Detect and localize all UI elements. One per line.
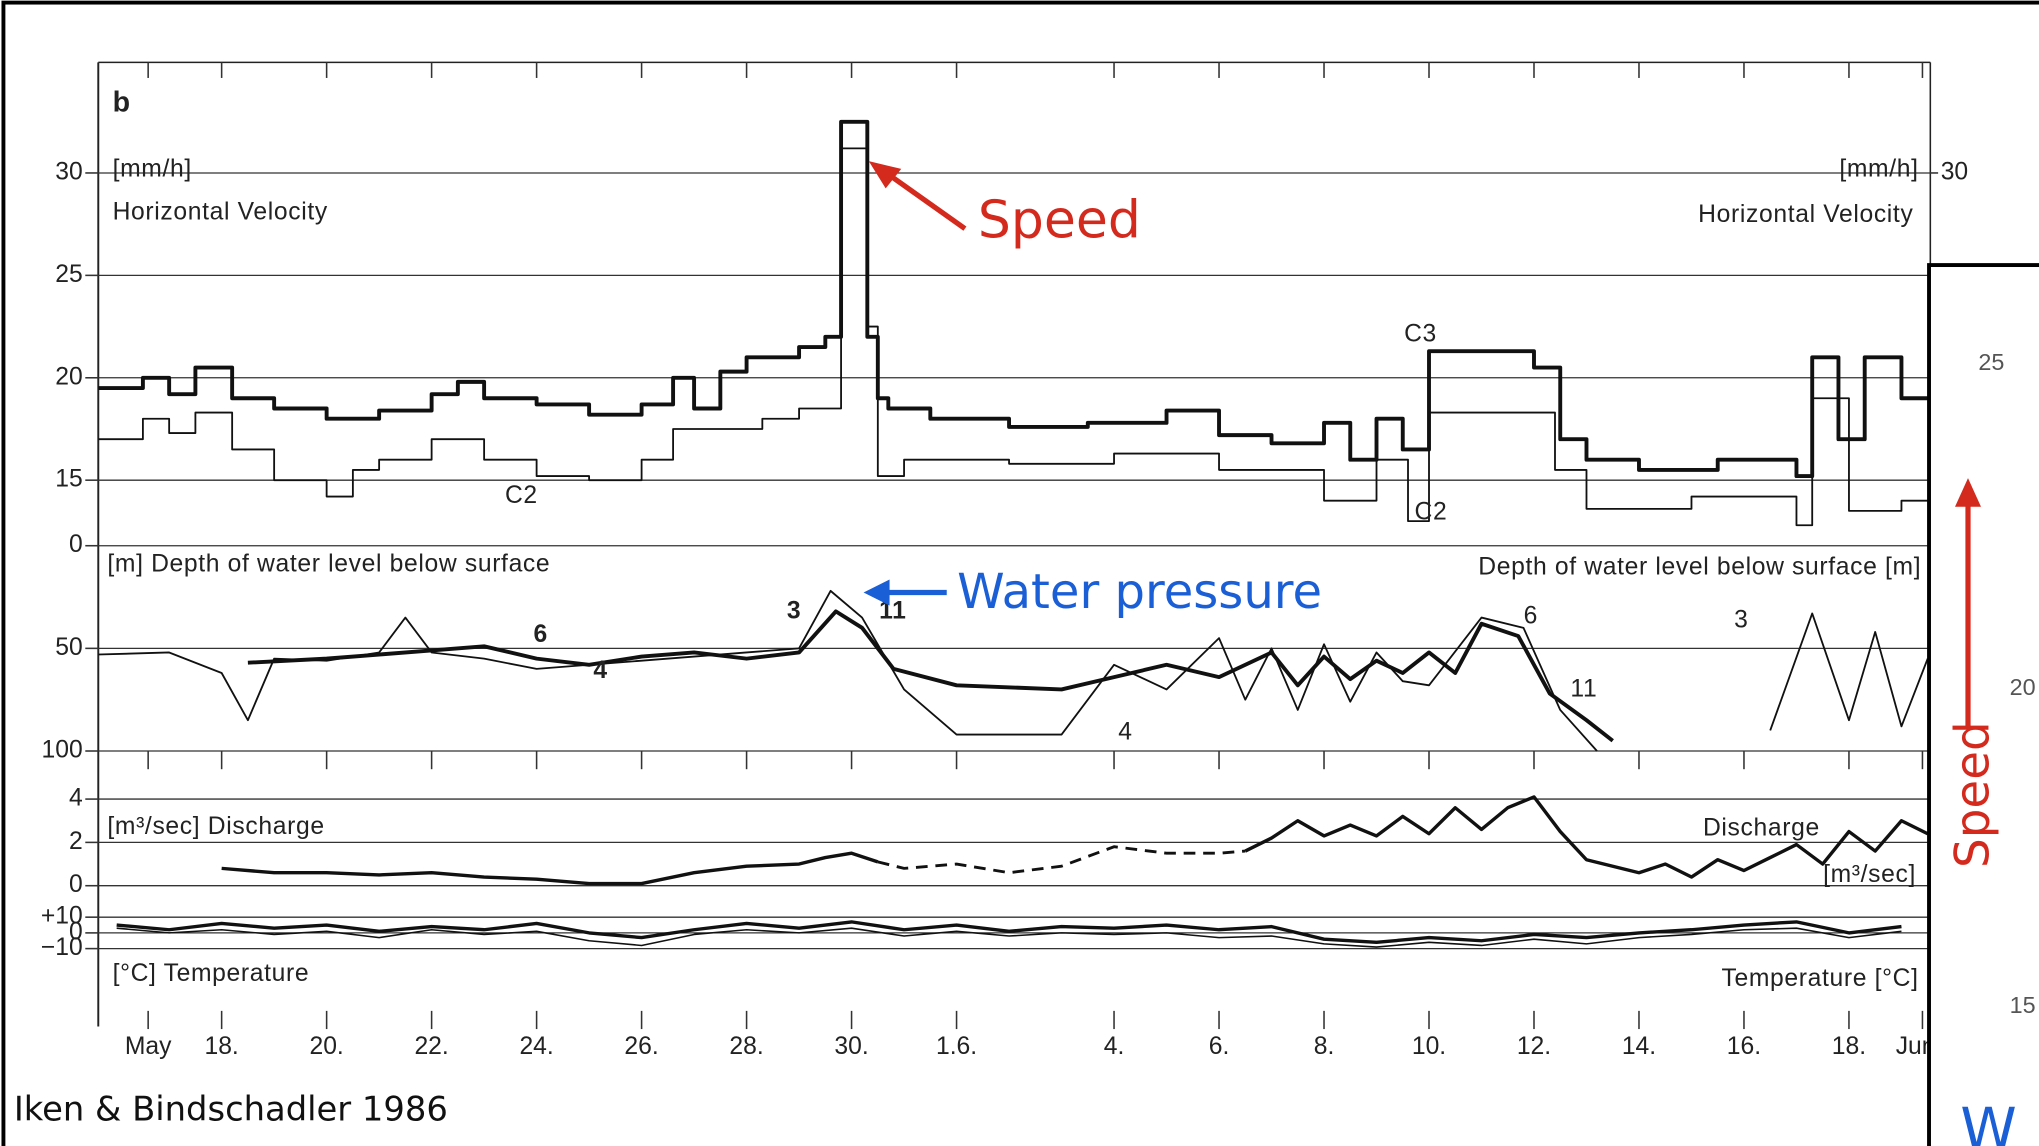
inset-frame (1927, 263, 2039, 1146)
axis-label: [m³/sec] Discharge (107, 813, 324, 840)
x-tick-label: 18. (204, 1033, 238, 1060)
curve-label: 3 (1734, 607, 1748, 634)
inset-tick: 15 (2010, 992, 2036, 1018)
figure: May 18. 20. 22. 24. 26. 28. 30. 1.6. 4. 6. 8. 10. 12.… (41, 61, 1968, 1060)
data-line (98, 147, 1932, 527)
curve-label: C2 (1414, 499, 1447, 526)
y-tick-label: 4 (69, 785, 83, 812)
axis-label: [°C] Temperature (113, 960, 310, 987)
y-tick-label: +10 (41, 903, 83, 930)
y-tick-label: 30 (55, 158, 82, 185)
y-tick-label: 0 (69, 871, 83, 898)
data-line (221, 851, 879, 886)
unit-label: [mm/h] (113, 156, 192, 183)
curve-label: 6 (534, 621, 548, 648)
x-tick-label: 30. (834, 1033, 868, 1060)
inset-panel: 25 20 15 Speed W (1927, 263, 2039, 1146)
curve-label: C3 (1404, 321, 1437, 348)
y-tick-label: 20 (55, 363, 82, 390)
y-tick-label: 0 (69, 531, 83, 558)
caption: Iken & Bindschadler 1986 (14, 1089, 448, 1128)
curve-label: C2 (505, 482, 538, 509)
unit-label: [mm/h] (1839, 156, 1918, 183)
axis-label: Horizontal Velocity (113, 199, 328, 226)
arrow-head (868, 161, 902, 189)
inset-tick: 25 (1978, 349, 2004, 375)
inset-label: Speed (1946, 721, 2000, 868)
annotation: Water pressure (957, 564, 1322, 620)
data-line (98, 589, 1598, 752)
panel-letter: b (113, 86, 130, 118)
curve-label: 4 (1118, 718, 1132, 745)
y-tick-label: 50 (55, 634, 82, 661)
axis-label: [m] Depth of water level below surface (107, 551, 550, 578)
arrow-head (863, 579, 890, 606)
axis-label: Depth of water level below surface [m] (1478, 553, 1921, 580)
y-tick-label: 2 (69, 828, 83, 855)
data-line (116, 927, 1902, 948)
x-tick-label: 20. (309, 1033, 343, 1060)
x-tick-label: 26. (624, 1033, 658, 1060)
axis-label: Temperature [°C] (1721, 965, 1918, 992)
x-tick-label: 8. (1314, 1033, 1335, 1060)
y-tick-label: −10 (41, 934, 83, 961)
axis-label: Horizontal Velocity (1698, 201, 1913, 228)
annotation: Speed (978, 190, 1141, 250)
data-line (1244, 795, 1929, 879)
unit-label: [m³/sec] (1823, 861, 1916, 888)
y-tick-label: 30 (1941, 158, 1968, 185)
x-tick-label: 24. (519, 1033, 553, 1060)
curve-label: 4 (593, 657, 607, 684)
curve-label: 11 (1570, 675, 1597, 702)
curve-label: 3 (787, 597, 801, 624)
arrow-head (1955, 478, 1981, 507)
annotation-arrow (882, 169, 967, 231)
inset-tick: 20 (2010, 674, 2036, 700)
axis-label: Discharge (1703, 814, 1820, 841)
x-tick-label: 28. (729, 1033, 763, 1060)
x-tick-label: 12. (1517, 1033, 1551, 1060)
x-tick-label: 22. (414, 1033, 448, 1060)
data-line (116, 920, 1902, 945)
x-tick-label: 14. (1622, 1033, 1656, 1060)
data-line (877, 845, 1246, 875)
x-tick-label: 10. (1412, 1033, 1446, 1060)
data-line (98, 119, 1933, 479)
data-line (1769, 612, 1929, 731)
x-tick-label: 1.6. (936, 1033, 977, 1060)
data-line (247, 609, 1614, 743)
x-tick-label: 18. (1832, 1033, 1866, 1060)
y-tick-label: 15 (55, 466, 82, 493)
x-tick-label: 6. (1209, 1033, 1230, 1060)
y-tick-label: 0 (69, 918, 83, 945)
y-tick-label: 100 (42, 737, 83, 764)
x-tick-label: May (125, 1033, 172, 1060)
inset-label: W (1960, 1097, 2017, 1146)
x-tick-label: 4. (1104, 1033, 1125, 1060)
curve-label: 6 (1524, 603, 1538, 630)
y-tick-label: 25 (55, 261, 82, 288)
x-tick-label: 16. (1727, 1033, 1761, 1060)
